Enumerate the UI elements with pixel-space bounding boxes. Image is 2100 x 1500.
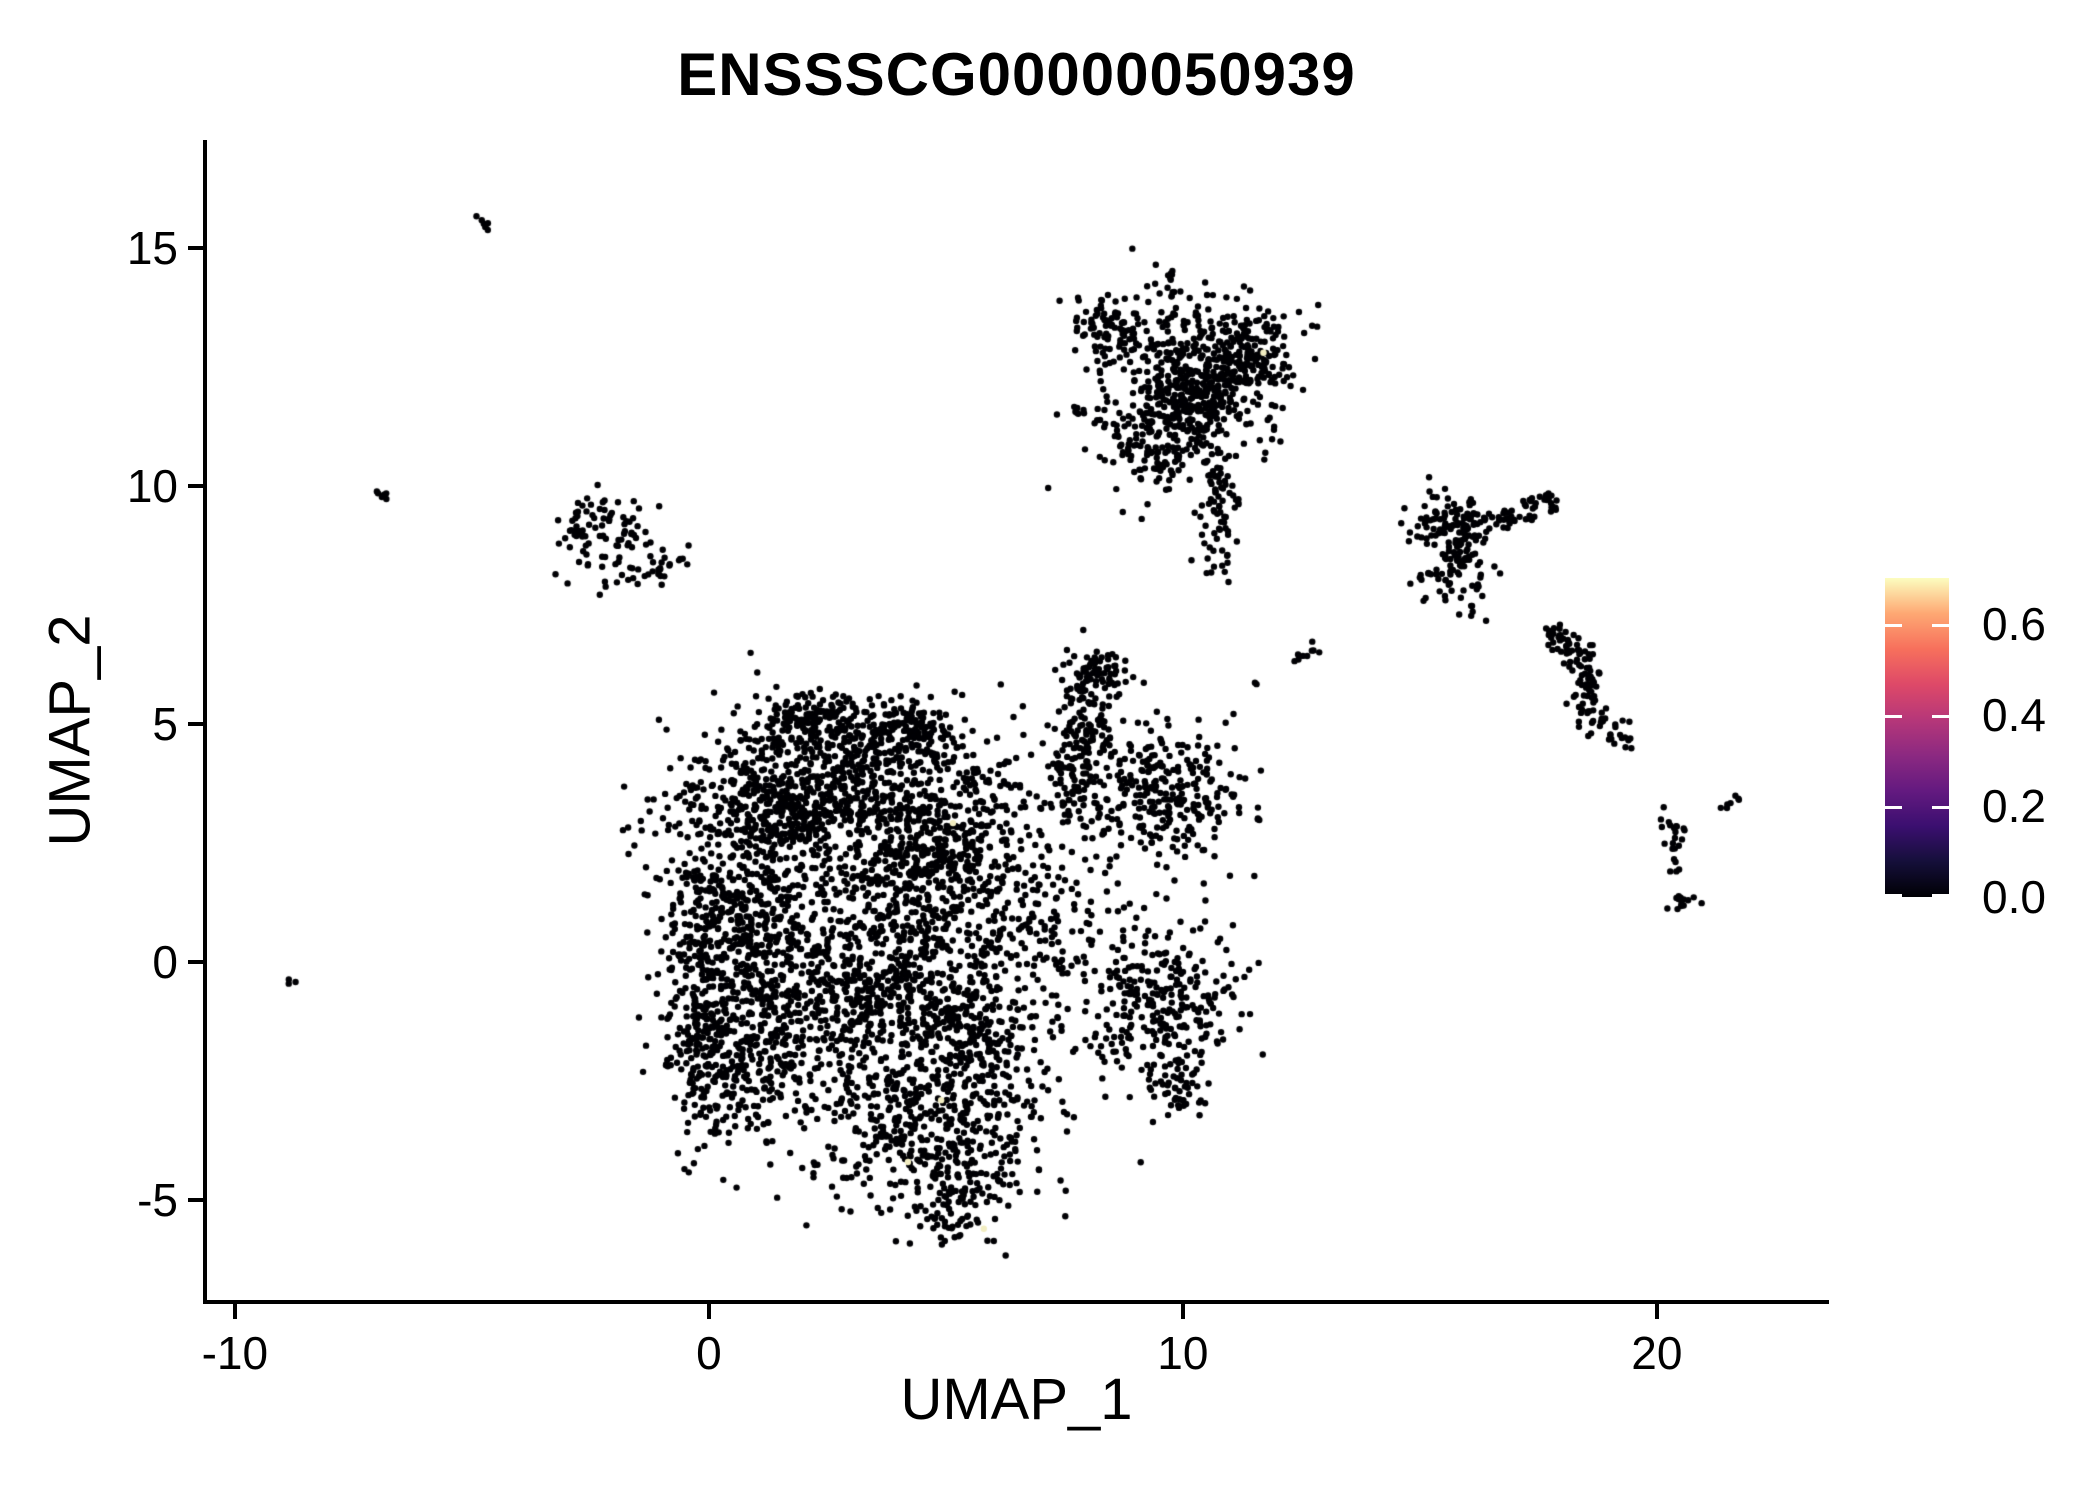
y-axis-title: UMAP_2 <box>37 614 103 847</box>
x-axis-line <box>203 1300 1829 1304</box>
y-tick-mark <box>188 960 203 965</box>
y-tick-label: -5 <box>137 1174 178 1227</box>
y-tick-label: 10 <box>126 460 178 513</box>
colorbar-tick-label: 0.0 <box>1982 871 2046 923</box>
x-tick-mark <box>1180 1304 1185 1319</box>
y-tick-mark <box>188 246 203 251</box>
y-tick-mark <box>188 1198 203 1203</box>
colorbar-tick-mark <box>1932 894 1949 897</box>
x-tick-label: 10 <box>1157 1327 1209 1379</box>
x-tick-label: -10 <box>201 1327 269 1379</box>
x-tick-label: 0 <box>696 1327 722 1379</box>
plot-title: ENSSSCG00000050939 <box>677 41 1356 108</box>
colorbar-tick-mark <box>1885 894 1902 897</box>
colorbar-tick-mark <box>1885 805 1902 809</box>
colorbar-gradient <box>1885 578 1949 897</box>
colorbar-tick-label: 0.6 <box>1982 597 2046 650</box>
x-axis-title: UMAP_1 <box>900 1367 1133 1432</box>
x-tick-mark <box>1654 1304 1659 1319</box>
y-tick-mark <box>188 484 203 489</box>
x-tick-mark <box>706 1304 711 1319</box>
x-tick-mark <box>232 1304 237 1319</box>
y-tick-label: 5 <box>152 698 178 751</box>
colorbar-tick-mark <box>1885 623 1902 627</box>
colorbar-tick-label: 0.2 <box>1982 779 2046 832</box>
y-axis-line <box>203 140 207 1304</box>
y-tick-mark <box>188 722 203 727</box>
colorbar-tick-mark <box>1932 714 1949 718</box>
colorbar-tick-mark <box>1932 623 1949 627</box>
colorbar-tick-label: 0.4 <box>1982 688 2046 741</box>
x-tick-label: 20 <box>1631 1327 1683 1379</box>
colorbar-tick-mark <box>1932 805 1949 809</box>
colorbar-tick-mark <box>1885 714 1902 718</box>
y-tick-label: 0 <box>152 936 178 989</box>
y-tick-label: 15 <box>126 222 178 275</box>
